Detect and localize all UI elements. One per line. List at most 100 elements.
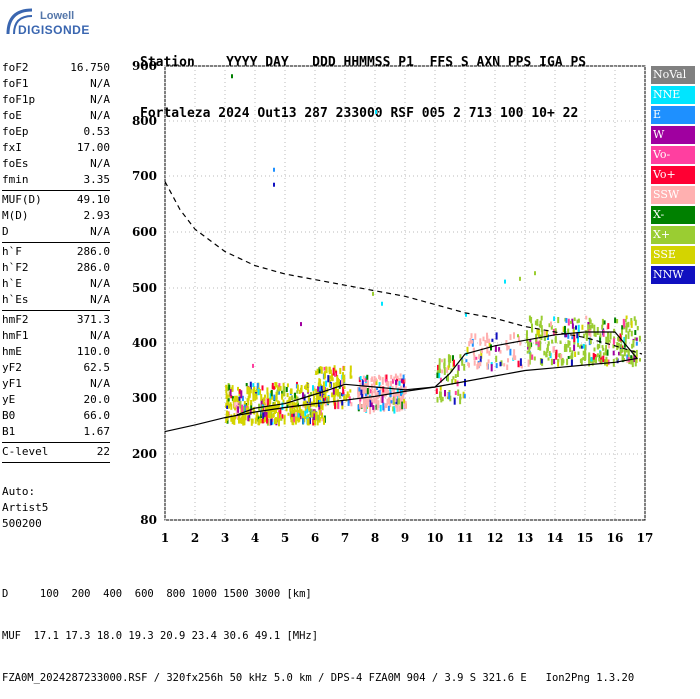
- echo-point: [607, 359, 610, 365]
- param-key: h`F2: [2, 261, 29, 274]
- echo-point: [631, 343, 634, 349]
- echo-point: [320, 404, 323, 410]
- echo-point: [379, 376, 382, 381]
- echo-point: [402, 393, 405, 400]
- echo-point: [371, 390, 374, 398]
- echo-point: [602, 347, 605, 351]
- echo-point: [302, 418, 305, 425]
- echo-point: [436, 372, 439, 379]
- echo-point: [312, 418, 315, 426]
- echo-point: [461, 359, 464, 366]
- echo-point: [495, 355, 498, 363]
- param-row-muf-d-: MUF(D) 49.10: [2, 192, 110, 208]
- echo-point: [517, 335, 520, 343]
- echo-point: [254, 393, 257, 399]
- echo-point: [439, 386, 442, 391]
- echo-point: [630, 320, 633, 328]
- echo-point: [464, 379, 466, 387]
- echo-point: [402, 387, 405, 394]
- echo-point: [635, 341, 638, 346]
- echo-point: [536, 319, 539, 326]
- echo-point: [632, 340, 635, 348]
- echo-point: [498, 347, 501, 352]
- param-row-h-f: h`F 286.0: [2, 244, 110, 260]
- x-tick-label: 4: [251, 531, 259, 545]
- param-row-c-level: C-level 22: [2, 444, 110, 460]
- echo-point: [517, 360, 520, 368]
- echo-point: [584, 353, 587, 359]
- echo-point: [285, 407, 288, 412]
- echo-point: [599, 351, 602, 358]
- echo-point: [234, 406, 237, 411]
- echo-point: [580, 345, 583, 349]
- echo-point: [275, 391, 278, 396]
- echo-point: [234, 415, 237, 420]
- virtual-height-trace: [164, 357, 638, 433]
- echo-point: [600, 359, 603, 365]
- echo-point: [389, 399, 392, 408]
- echo-point: [625, 322, 628, 330]
- echo-point: [541, 329, 544, 337]
- param-value: N/A: [90, 93, 110, 106]
- echo-point: [582, 343, 585, 349]
- echo-point: [225, 385, 228, 394]
- echo-point: [375, 393, 378, 402]
- echo-point: [543, 350, 546, 356]
- x-tick-label: 16: [607, 531, 624, 545]
- echo-point: [609, 332, 612, 340]
- echo-point: [307, 414, 310, 418]
- echo-point: [370, 396, 373, 401]
- echo-point: [266, 406, 269, 410]
- param-row-h-e: h`E N/A: [2, 276, 110, 292]
- echo-point: [304, 410, 307, 417]
- echo-point: [624, 319, 627, 323]
- echo-point: [366, 401, 369, 408]
- echo-point: [275, 417, 278, 424]
- echo-point: [303, 401, 306, 405]
- x-tick-label: 5: [281, 531, 289, 545]
- y-tick-label: 700: [132, 169, 157, 183]
- echo-point: [390, 374, 393, 380]
- echo-point: [602, 329, 605, 337]
- param-key: D: [2, 225, 9, 238]
- header-row-values: Fortaleza 2024 Out13 287 233000 RSF 005 …: [140, 106, 579, 121]
- echo-point: [468, 341, 471, 347]
- echo-point: [313, 413, 316, 420]
- param-row-fof1p: foF1p N/A: [2, 92, 110, 108]
- echo-point: [623, 343, 626, 348]
- echo-point: [607, 323, 610, 329]
- echo-point: [337, 379, 340, 387]
- echo-point: [324, 401, 327, 407]
- echo-point: [226, 400, 229, 406]
- echo-point: [540, 315, 543, 321]
- x-tick-label: 15: [577, 531, 594, 545]
- echo-point: [543, 330, 546, 338]
- echo-point: [309, 414, 312, 418]
- echo-point: [273, 386, 275, 390]
- param-value: N/A: [90, 329, 110, 342]
- echo-point: [234, 395, 237, 403]
- echo-point: [244, 413, 247, 421]
- echo-point: [296, 405, 299, 413]
- echo-point: [490, 362, 493, 366]
- echo-point: [470, 333, 473, 338]
- echo-point: [634, 359, 637, 367]
- param-key: foEp: [2, 125, 29, 138]
- echo-point: [359, 382, 362, 391]
- auto-version: 500200: [2, 517, 42, 530]
- echo-point: [550, 325, 553, 330]
- echo-point: [375, 404, 378, 410]
- param-row-ye: yE 20.0: [2, 392, 110, 408]
- auto-software: Artist5: [2, 501, 49, 514]
- echo-point: [557, 358, 560, 367]
- echo-point: [403, 378, 406, 384]
- echo-point: [620, 343, 623, 348]
- echo-point: [304, 414, 307, 419]
- echo-point: [241, 416, 243, 424]
- echo-point: [564, 325, 566, 331]
- echo-point: [602, 355, 605, 363]
- echo-point: [230, 403, 233, 410]
- echo-point: [269, 393, 272, 400]
- echo-point: [247, 395, 250, 401]
- param-separator: [2, 442, 110, 443]
